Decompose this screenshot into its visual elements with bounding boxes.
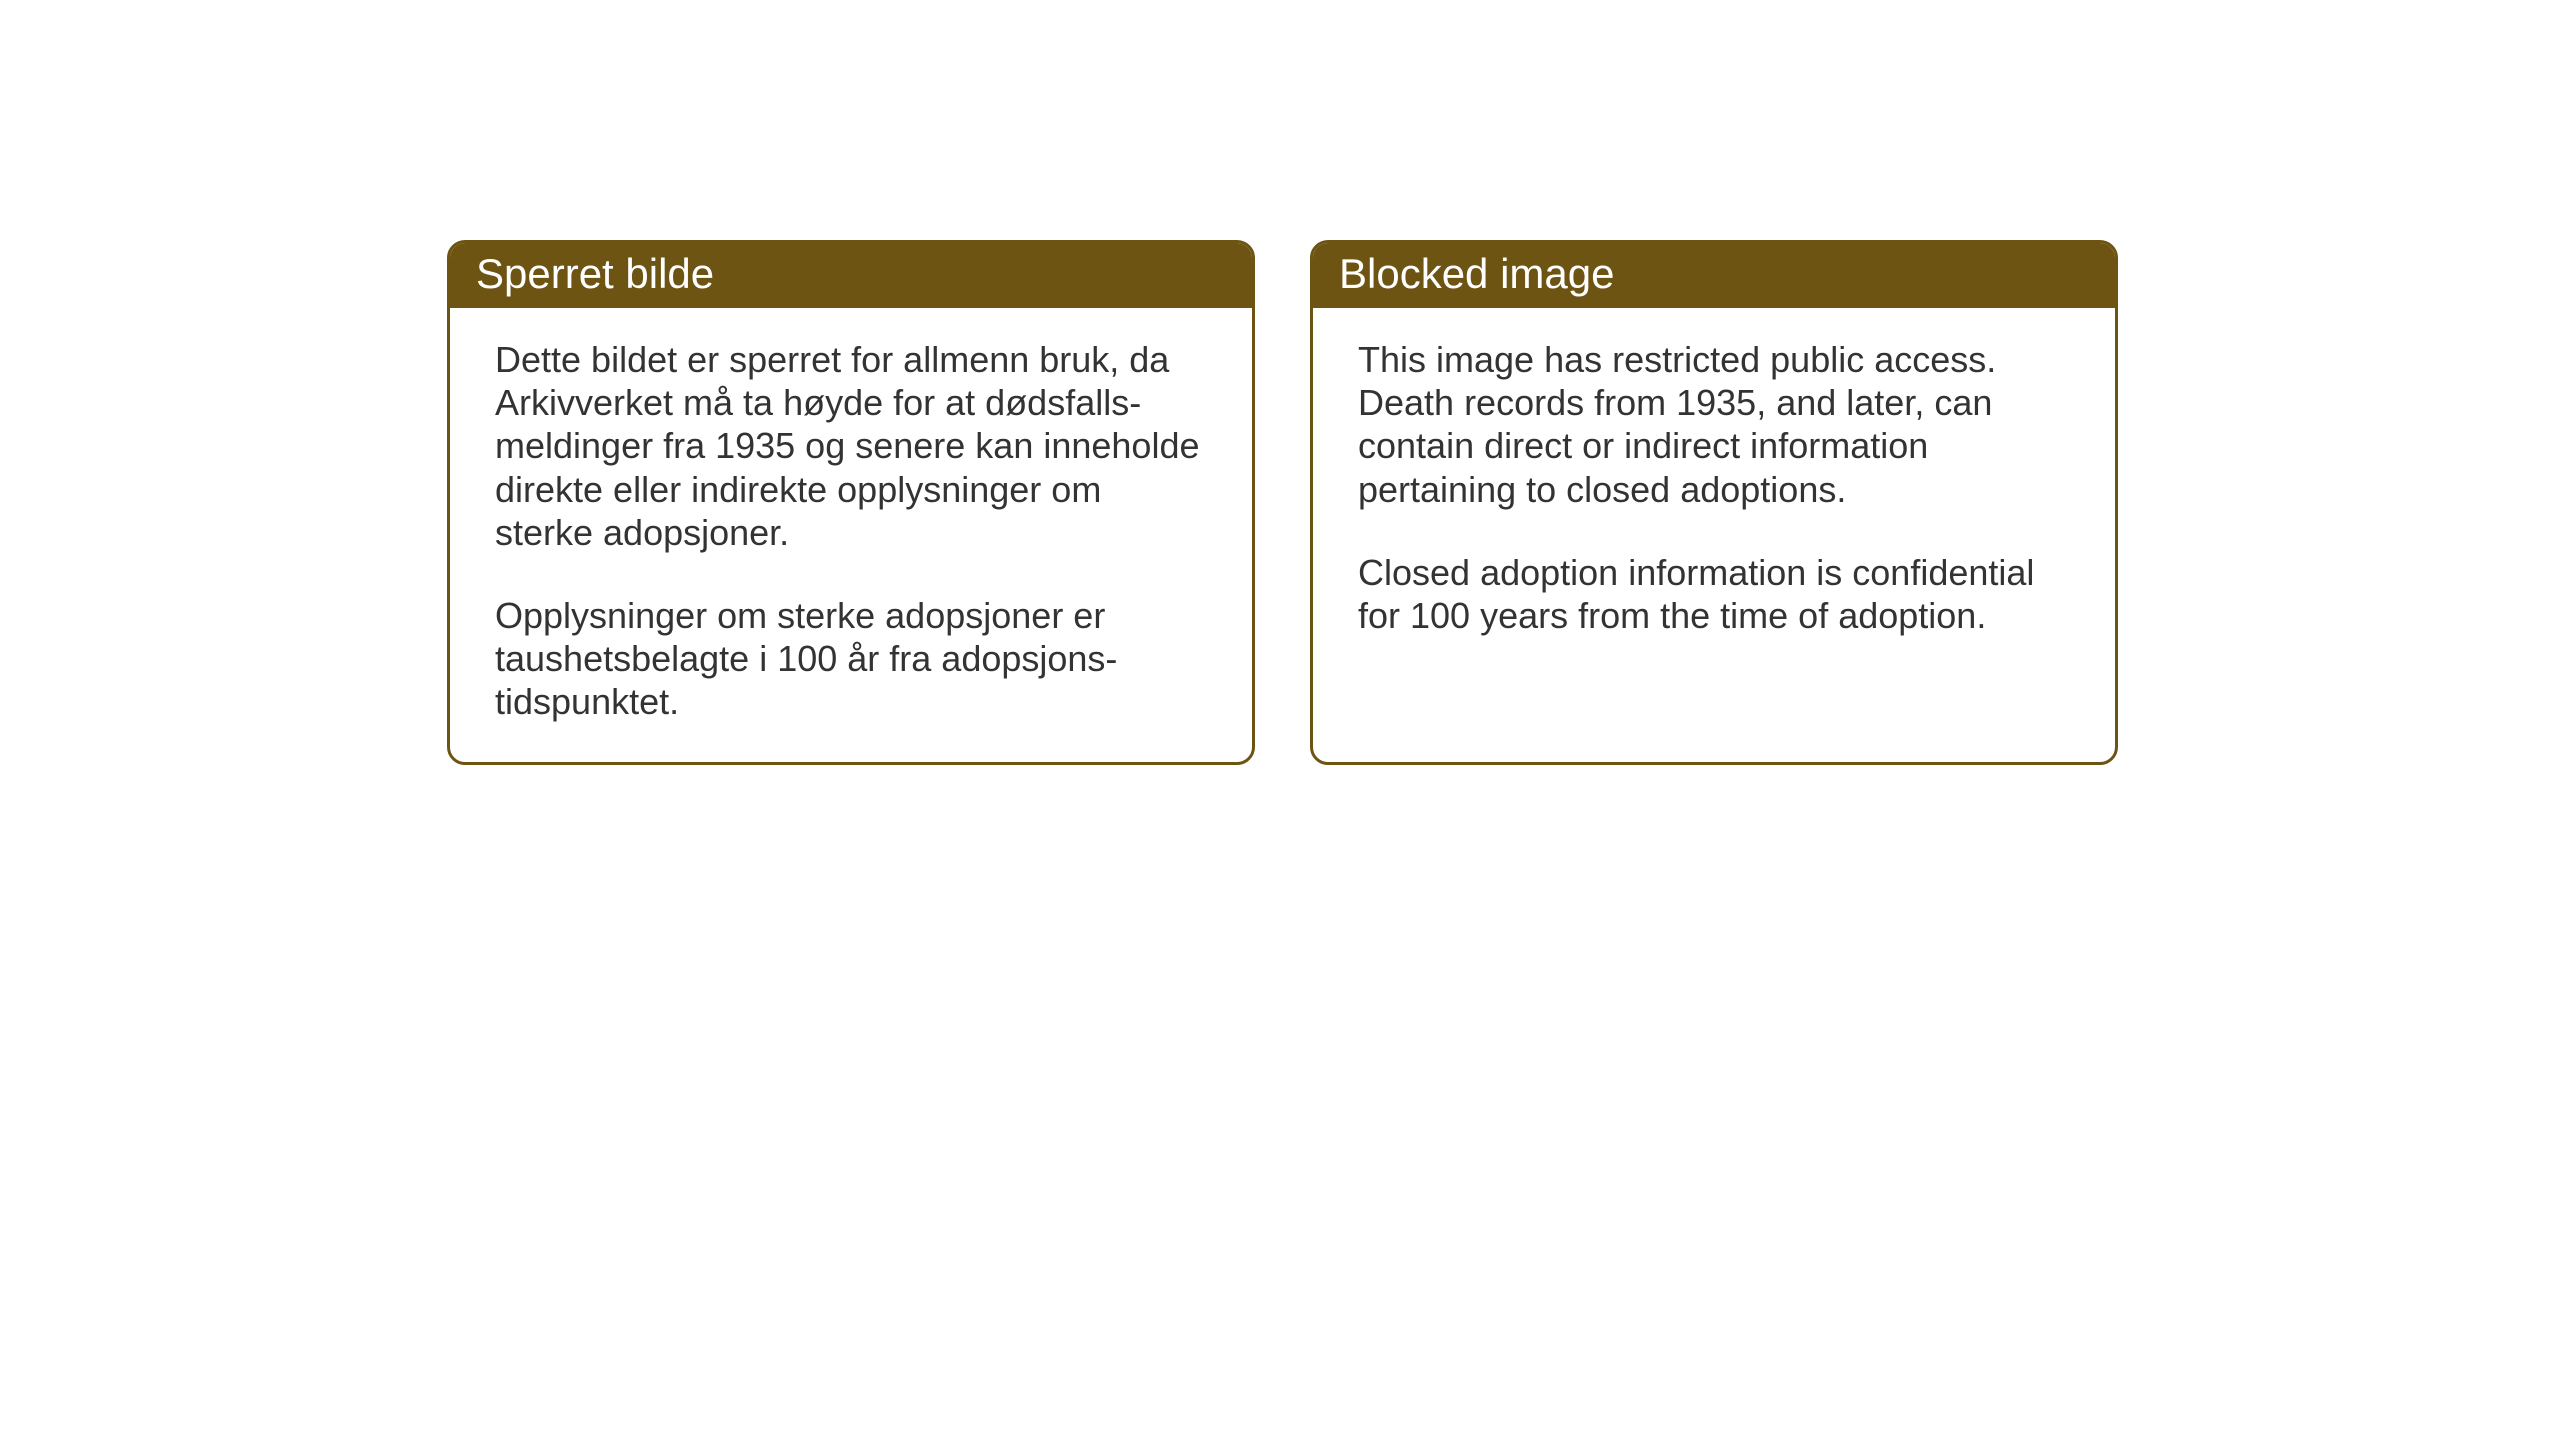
notice-card-norwegian: Sperret bilde Dette bildet er sperret fo… xyxy=(447,240,1255,765)
card-paragraph-2: Closed adoption information is confident… xyxy=(1358,551,2070,637)
card-header-english: Blocked image xyxy=(1313,243,2115,308)
notice-card-english: Blocked image This image has restricted … xyxy=(1310,240,2118,765)
card-title: Blocked image xyxy=(1339,250,1614,297)
card-header-norwegian: Sperret bilde xyxy=(450,243,1252,308)
card-title: Sperret bilde xyxy=(476,250,714,297)
card-paragraph-1: This image has restricted public access.… xyxy=(1358,338,2070,511)
card-paragraph-1: Dette bildet er sperret for allmenn bruk… xyxy=(495,338,1207,554)
notice-container: Sperret bilde Dette bildet er sperret fo… xyxy=(447,240,2118,765)
card-body-english: This image has restricted public access.… xyxy=(1313,308,2115,675)
card-body-norwegian: Dette bildet er sperret for allmenn bruk… xyxy=(450,308,1252,762)
card-paragraph-2: Opplysninger om sterke adopsjoner er tau… xyxy=(495,594,1207,724)
